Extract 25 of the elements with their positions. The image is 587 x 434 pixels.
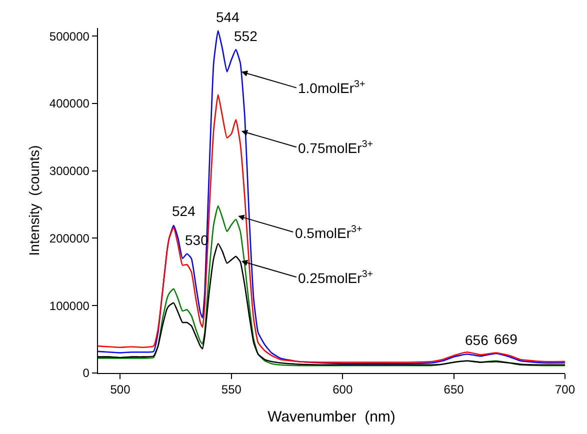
- line-series: [98, 94, 565, 363]
- annotation: 552: [234, 28, 258, 44]
- annotation: 544: [216, 9, 240, 25]
- x-tick-label: 600: [332, 382, 353, 397]
- line-series: [98, 205, 565, 366]
- y-tick-label: 300000: [49, 164, 90, 178]
- y-tick-label: 0: [82, 366, 90, 380]
- y-tick-label: 200000: [49, 231, 90, 246]
- annotation: 524: [172, 203, 196, 219]
- annotation: 0.5molEr$^{3+}$: [295, 224, 362, 241]
- x-tick-label: 550: [221, 382, 242, 397]
- y-tick-label: 100000: [49, 298, 90, 313]
- y-tick-label: 500000: [49, 29, 90, 44]
- x-axis-title: Wavenumber (nm): [268, 408, 396, 426]
- annotation: 0.25molEr$^{3+}$: [298, 269, 374, 286]
- x-tick-label: 700: [554, 382, 576, 397]
- x-tick-label: 650: [444, 382, 464, 397]
- y-tick-label: 400000: [49, 96, 90, 111]
- annotation: 1.0molEr$^{3+}$: [298, 79, 366, 96]
- annotation: 656: [465, 332, 489, 348]
- annotation: 669: [494, 331, 518, 347]
- annotation: 0.75molEr$^{3+}$: [298, 139, 374, 156]
- y-axis-title: Intensity (counts): [26, 145, 42, 256]
- line-series: [98, 30, 565, 364]
- x-tick-label: 500: [110, 382, 131, 397]
